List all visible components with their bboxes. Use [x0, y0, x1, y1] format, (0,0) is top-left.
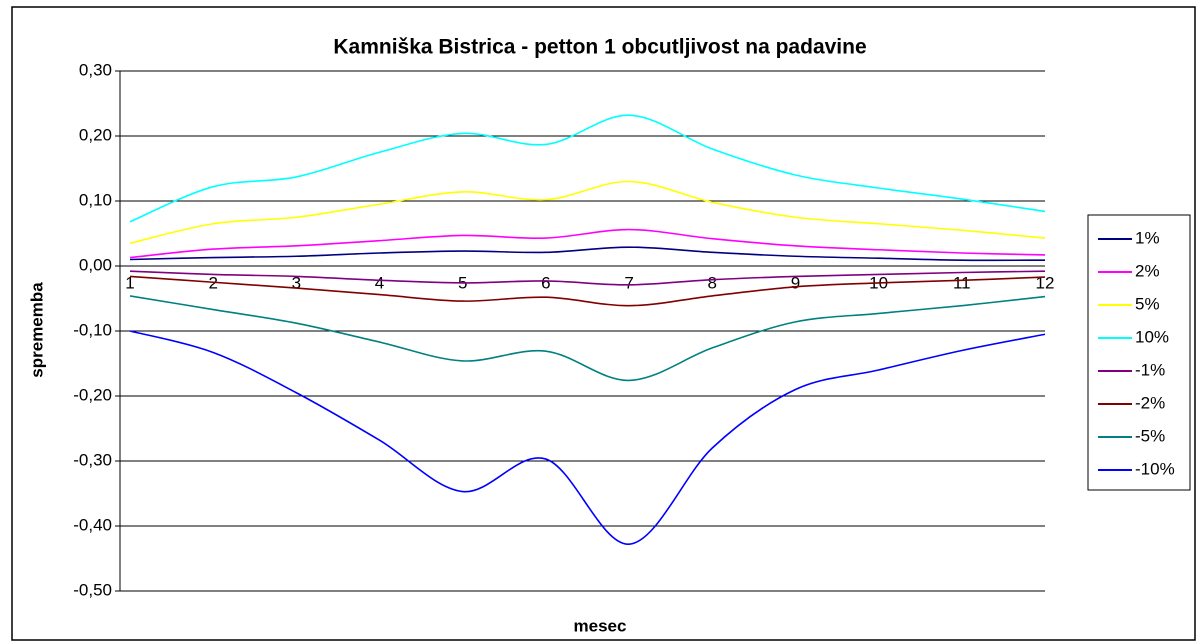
x-tick-label: 7 [624, 273, 633, 292]
x-tick-label: 9 [791, 273, 800, 292]
legend-label: -10% [1135, 459, 1175, 478]
y-tick-label: -0,20 [73, 385, 112, 404]
series-line [129, 275, 1046, 307]
x-tick-label: 4 [375, 273, 384, 292]
legend-box [1087, 214, 1191, 491]
y-tick-label: 0,00 [79, 255, 112, 274]
series-line [129, 330, 1046, 546]
legend-label: -1% [1135, 360, 1165, 379]
series-line [129, 180, 1046, 245]
legend-label: -2% [1135, 393, 1165, 412]
x-tick-label: 1 [125, 273, 134, 292]
y-tick-label: 0,10 [79, 190, 112, 209]
y-tick-label: 0,30 [79, 60, 112, 79]
y-tick-label: -0,50 [73, 580, 112, 599]
y-tick-label: -0,40 [73, 515, 112, 534]
legend-label: 5% [1135, 294, 1160, 313]
chart-border [11, 6, 1196, 641]
legend-label: -5% [1135, 426, 1165, 445]
x-tick-label: 12 [1036, 273, 1055, 292]
x-axis-title: mesec [574, 616, 627, 635]
x-tick-label: 11 [953, 273, 971, 292]
x-tick-label: 6 [541, 273, 550, 292]
x-tick-label: 3 [292, 273, 301, 292]
y-axis-title: sprememba [27, 282, 46, 378]
series-line [129, 246, 1046, 262]
series-line [129, 228, 1046, 259]
legend-label: 10% [1135, 327, 1169, 346]
chart-title: Kamniška Bistrica - petton 1 obcutljivos… [333, 36, 866, 59]
y-tick-label: -0,10 [73, 320, 112, 339]
y-tick-label: -0,30 [73, 450, 112, 469]
legend-label: 2% [1135, 261, 1160, 280]
x-tick-label: 8 [708, 273, 717, 292]
y-tick-label: 0,20 [79, 125, 112, 144]
series-line [129, 114, 1046, 223]
series-line [129, 295, 1046, 382]
series-line [129, 270, 1046, 286]
legend-label: 1% [1135, 228, 1160, 247]
